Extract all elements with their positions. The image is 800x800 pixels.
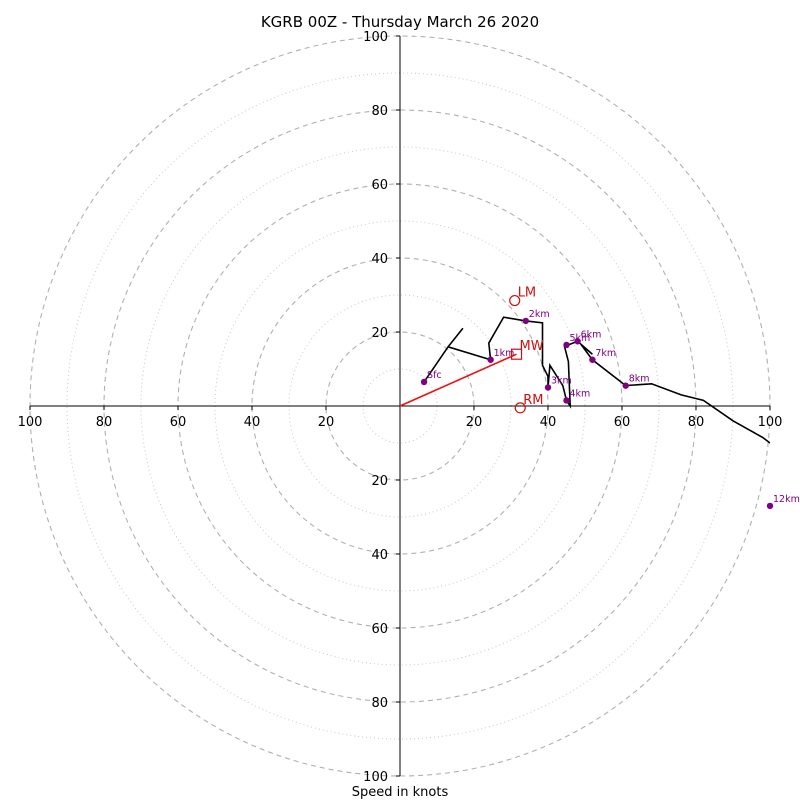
x-axis-label: Speed in knots [352,785,449,800]
storm-motion-label-lm: LM [518,286,536,301]
height-marker-8km [622,382,629,389]
storm-motion-label-mw: MW [520,339,544,354]
tick-label-left-40: 40 [244,415,261,430]
height-marker-sfc [420,378,428,386]
height-marker-12km [766,502,774,510]
storm-motion-lm: LM [509,286,536,307]
height-point-4km: 4km [563,388,591,404]
storm-motion-label-rm: RM [523,393,543,408]
height-label-3km: 3km [551,376,572,387]
height-point-3km: 3km [544,376,572,391]
height-point-1km: 1km [487,348,514,363]
height-label-sfc: Sfc [427,370,442,381]
tick-label-left-60: 60 [170,415,187,430]
tick-label-top-40: 40 [371,252,388,267]
tick-label-left-100: 100 [18,415,43,430]
height-point-8km: 8km [622,374,650,389]
tick-label-bottom-40: 40 [371,548,388,563]
shear-vector [399,353,517,407]
storm-motion-marker-mw [510,348,523,360]
height-label-7km: 7km [595,348,616,359]
storm-motion-mw: MW [510,339,544,360]
tick-label-left-20: 20 [318,415,335,430]
tick-label-bottom-100: 100 [363,770,388,785]
tick-label-top-100: 100 [363,30,388,45]
height-label-6km: 6km [581,329,602,340]
tick-label-bottom-20: 20 [371,474,388,489]
tick-label-right-40: 40 [540,415,557,430]
height-point-6km: 6km [574,329,602,345]
height-marker-5km [563,341,570,349]
height-label-8km: 8km [629,374,650,385]
tick-label-top-80: 80 [371,104,388,119]
tick-label-top-60: 60 [371,178,388,193]
tick-label-right-60: 60 [614,415,631,430]
height-point-5km: 5km [563,333,591,349]
height-label-5km: 5km [570,333,591,344]
hodograph-line [423,316,771,444]
tick-label-right-100: 100 [758,415,783,430]
height-marker-3km [544,384,552,391]
height-point-sfc: Sfc [420,370,442,386]
tick-label-right-20: 20 [466,415,483,430]
height-point-7km: 7km [589,348,616,363]
storm-motion-markers: LM MW RM [509,286,544,414]
height-marker-1km [487,356,494,363]
height-marker-4km [563,397,570,404]
height-label-1km: 1km [494,348,515,359]
hodograph-trace [423,316,771,444]
tick-label-bottom-80: 80 [371,696,388,711]
tick-label-left-80: 80 [96,415,113,430]
height-marker-7km [589,356,596,363]
storm-motion-rm: RM [514,393,544,414]
height-label-12km: 12km [773,494,800,505]
tick-labels: 100 100 100 100 80 80 80 80 60 60 60 60 40 40 40 40 20 20… [18,30,783,785]
tick-label-top-20: 20 [371,326,388,341]
chart-title: KGRB 00Z - Thursday March 26 2020 [261,13,539,31]
storm-motion-marker-lm [509,294,521,307]
tick-label-bottom-60: 60 [371,622,388,637]
height-marker-2km [522,317,529,325]
height-point-2km: 2km [522,309,550,325]
shear-vector-line [399,353,517,407]
height-label-4km: 4km [570,388,591,399]
height-point-12km: 12km [766,494,800,510]
tick-label-right-80: 80 [688,415,705,430]
height-marker-6km [574,338,581,345]
height-label-2km: 2km [529,309,550,320]
storm-motion-marker-rm [514,402,526,414]
